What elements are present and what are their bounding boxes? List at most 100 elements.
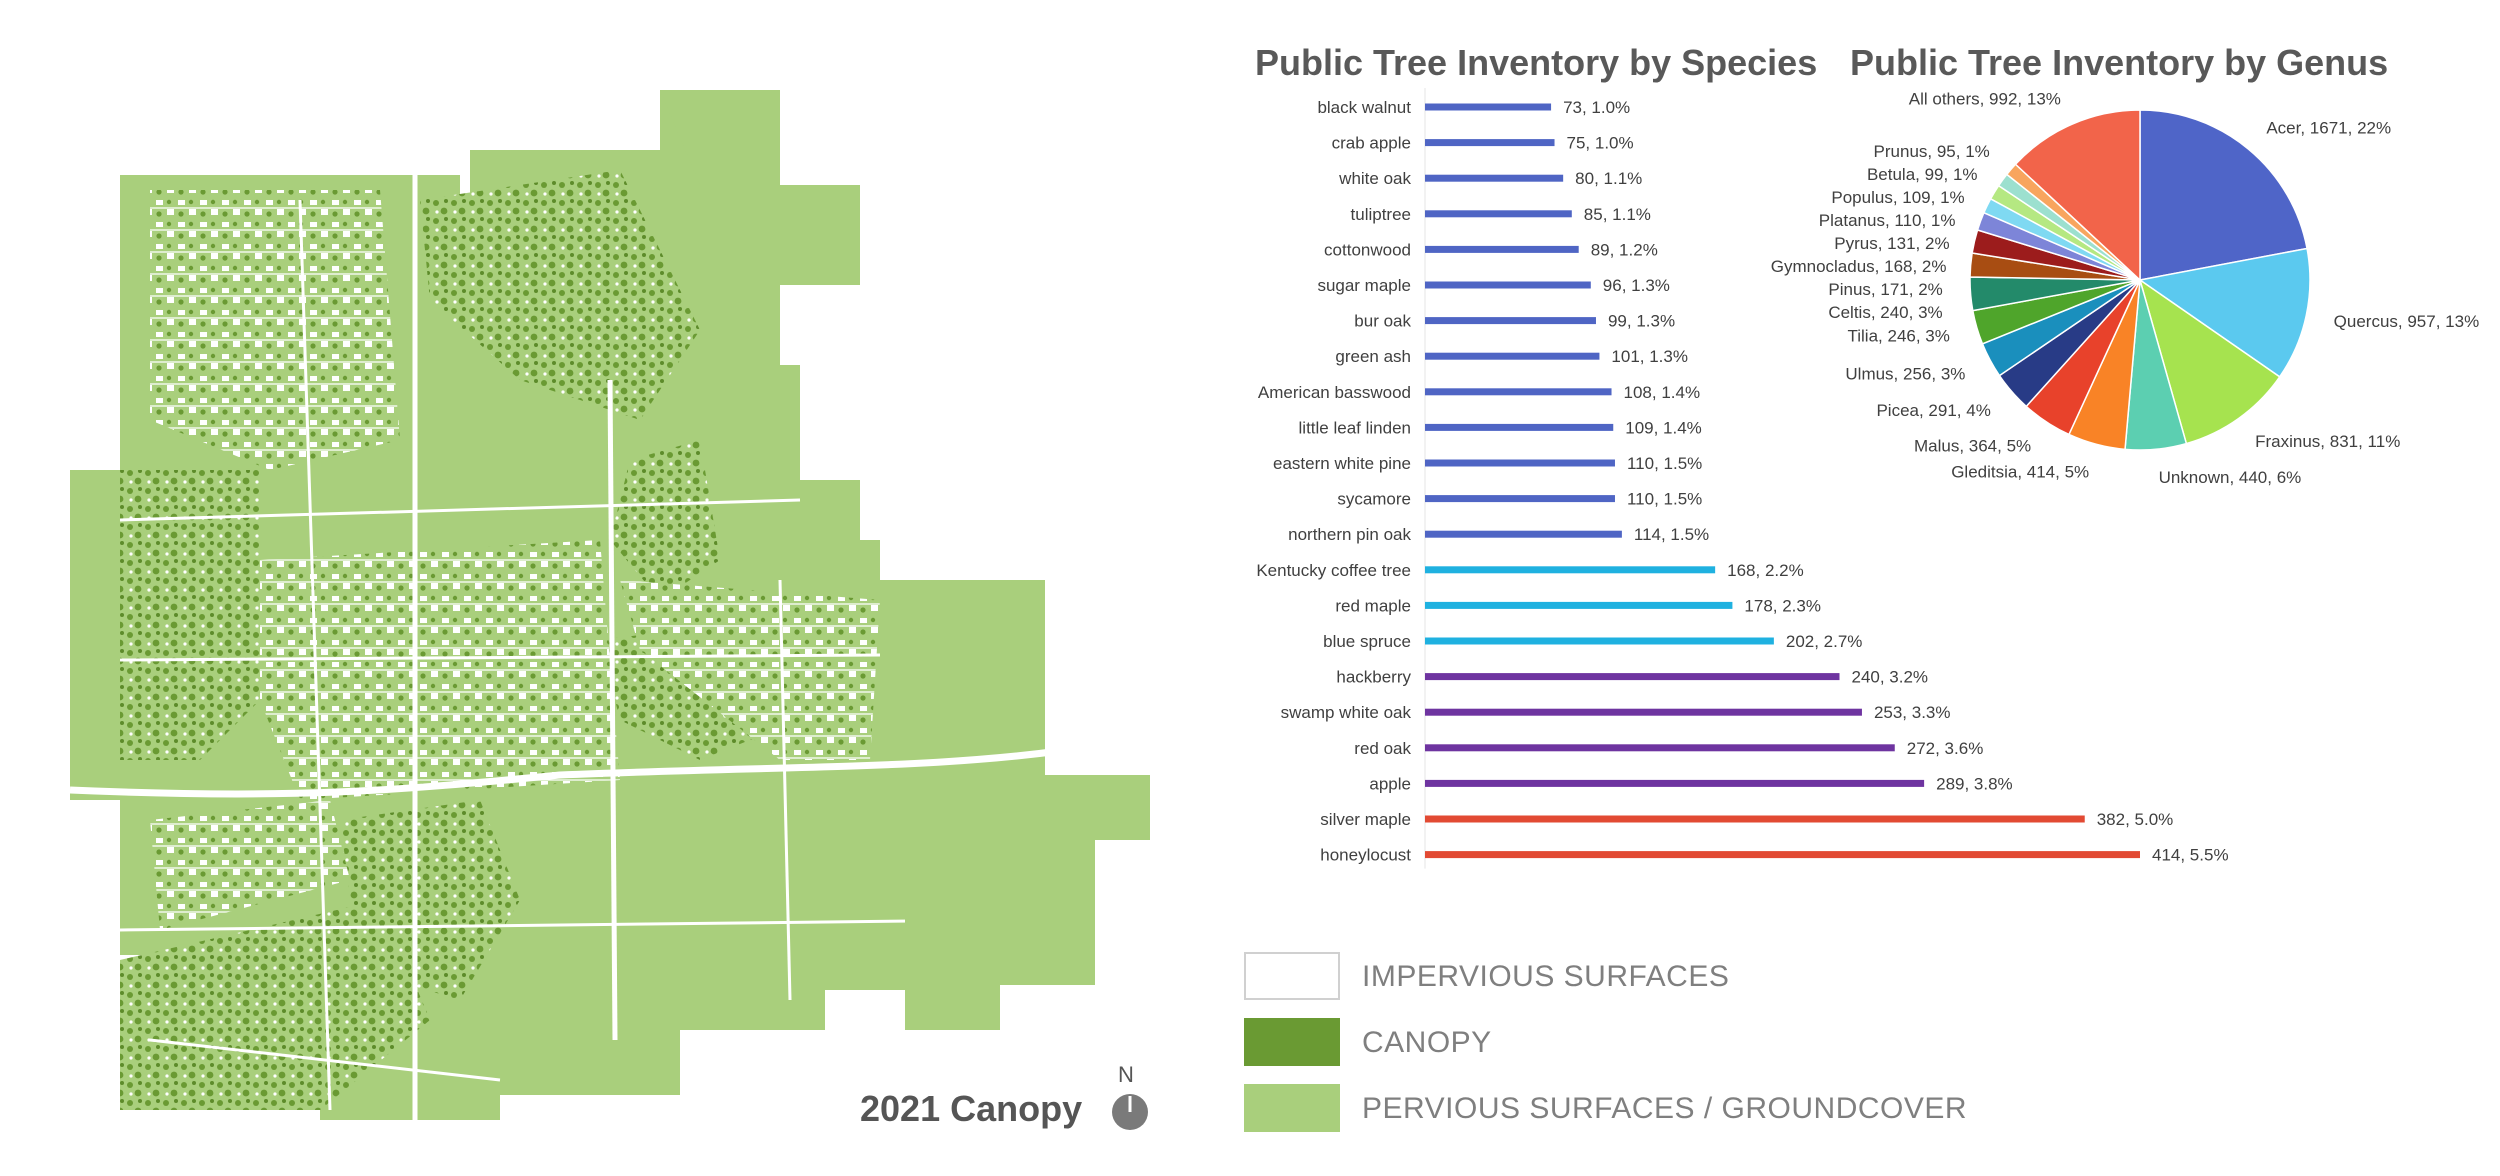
bar-data-label: 89, 1.2% [1591, 240, 1658, 259]
bar-category-label: green ash [1335, 347, 1411, 366]
pie-slice [2138, 247, 2311, 378]
bar-data-label: 108, 1.4% [1624, 383, 1701, 402]
species-bar [1425, 779, 1925, 787]
bar-data-label: 272, 3.6% [1907, 739, 1984, 758]
bar-data-label: 110, 1.5% [1627, 490, 1702, 509]
pie-data-label: Malus, 364, 5% [1914, 436, 2031, 455]
pie-data-label: All others, 992, 13% [1909, 89, 2061, 108]
bar-data-label: 96, 1.3% [1603, 276, 1670, 295]
pie-data-label: Quercus, 957, 13% [2334, 312, 2480, 331]
bar-category-label: little leaf linden [1299, 418, 1411, 437]
species-bar [1425, 744, 1895, 752]
open-field-southeast [905, 860, 1095, 1030]
pie-data-label: Platanus, 110, 1% [1819, 211, 1956, 230]
pie-data-label: Celtis, 240, 3% [1828, 303, 1942, 322]
bar-data-label: 110, 1.5% [1627, 454, 1702, 473]
pie-data-label: Gymnocladus, 168, 2% [1771, 257, 1947, 276]
pie-data-label: Pyrus, 131, 2% [1834, 234, 1949, 253]
pie-data-label: Populus, 109, 1% [1831, 188, 1964, 207]
bar-category-label: honeylocust [1320, 846, 1411, 865]
bar-category-label: apple [1369, 774, 1411, 793]
legend-swatch-canopy [1244, 1018, 1340, 1066]
bar-data-label: 240, 3.2% [1851, 668, 1928, 687]
legend-label-canopy: CANOPY [1362, 1026, 1492, 1059]
canopy-map [69, 90, 1150, 1120]
bar-data-label: 85, 1.1% [1584, 205, 1651, 224]
species-bar [1425, 708, 1862, 716]
bar-data-label: 382, 5.0% [2097, 810, 2174, 829]
bar-category-label: Kentucky coffee tree [1256, 561, 1411, 580]
canopy-zone-north [420, 170, 700, 420]
bar-data-label: 75, 1.0% [1567, 134, 1634, 153]
species-bar [1425, 601, 1733, 609]
species-bar [1425, 459, 1615, 467]
species-bar [1425, 103, 1552, 111]
bar-category-label: hackberry [1336, 668, 1411, 687]
bar-data-label: 253, 3.3% [1874, 703, 1951, 722]
pie-data-label: Prunus, 95, 1% [1874, 142, 1990, 161]
open-field-northeast [660, 90, 780, 185]
species-bar [1425, 815, 2085, 823]
bar-category-label: sycamore [1337, 490, 1411, 509]
species-bar [1425, 245, 1579, 253]
bar-data-label: 202, 2.7% [1786, 632, 1863, 651]
bar-category-label: northern pin oak [1288, 525, 1411, 544]
bar-category-label: silver maple [1320, 810, 1411, 829]
north-arrow-icon [1112, 1094, 1148, 1130]
pie-data-label: Betula, 99, 1% [1867, 165, 1978, 184]
species-chart-title: Public Tree Inventory by Species [1255, 42, 1818, 83]
species-bar [1425, 851, 2140, 859]
bar-data-label: 168, 2.2% [1727, 561, 1804, 580]
species-bar [1425, 281, 1591, 289]
legend-label-impervious: IMPERVIOUS SURFACES [1362, 960, 1730, 993]
bar-category-label: red oak [1354, 739, 1411, 758]
bar-category-label: blue spruce [1323, 632, 1411, 651]
road-network [69, 175, 1101, 1120]
species-bar [1425, 352, 1600, 360]
bar-category-label: crab apple [1332, 134, 1411, 153]
legend-label-pervious: PERVIOUS SURFACES / GROUNDCOVER [1362, 1092, 1968, 1125]
pie-data-label: Picea, 291, 4% [1876, 401, 1990, 420]
bar-category-label: red maple [1335, 596, 1411, 615]
genus-pie-chart: Acer, 1671, 22% Quercus, 957, 13% Fraxinus… [1771, 89, 2480, 487]
bar-data-label: 289, 3.8% [1936, 774, 2013, 793]
bar-category-label: eastern white pine [1273, 454, 1411, 473]
species-bar [1425, 673, 1840, 681]
legend-swatch-pervious [1244, 1084, 1340, 1132]
bar-category-label: swamp white oak [1281, 703, 1412, 722]
bar-data-label: 80, 1.1% [1575, 169, 1642, 188]
species-bar [1425, 210, 1572, 218]
pie-data-label: Unknown, 440, 6% [2159, 468, 2302, 487]
species-bar [1425, 174, 1564, 182]
bar-data-label: 109, 1.4% [1625, 418, 1702, 437]
species-bar [1425, 388, 1612, 396]
bar-data-label: 73, 1.0% [1563, 98, 1630, 117]
bar-category-label: black walnut [1317, 98, 1411, 117]
species-bar [1425, 317, 1596, 325]
bar-category-label: American basswood [1258, 383, 1411, 402]
canopy-zone-south [120, 900, 430, 1110]
urban-zone-northwest [150, 190, 400, 470]
legend-swatch-impervious [1244, 952, 1340, 1000]
species-bar-chart: black walnut 73, 1.0% crab apple 75, 1.0% wh… [1256, 88, 2229, 869]
pie-data-label: Tilia, 246, 3% [1848, 326, 1950, 345]
bar-data-label: 178, 2.3% [1744, 596, 1821, 615]
species-bar [1425, 495, 1615, 503]
map-title: 2021 Canopy [860, 1088, 1083, 1129]
pie-data-label: Gleditsia, 414, 5% [1951, 462, 2089, 481]
pie-data-label: Acer, 1671, 22% [2266, 119, 2391, 138]
bar-data-label: 414, 5.5% [2152, 846, 2229, 865]
species-bar [1425, 637, 1774, 645]
bar-category-label: bur oak [1354, 312, 1411, 331]
bar-category-label: sugar maple [1317, 276, 1411, 295]
urban-zone-east [620, 580, 880, 760]
pie-data-label: Pinus, 171, 2% [1828, 280, 1942, 299]
bar-category-label: cottonwood [1324, 240, 1411, 259]
genus-chart-title: Public Tree Inventory by Genus [1850, 42, 2389, 83]
urban-zone-southwest [150, 800, 350, 930]
bar-category-label: white oak [1338, 169, 1411, 188]
species-bar [1425, 530, 1622, 538]
urban-zone-central [260, 540, 620, 800]
bar-data-label: 101, 1.3% [1611, 347, 1688, 366]
pie-slice [2139, 109, 2308, 281]
